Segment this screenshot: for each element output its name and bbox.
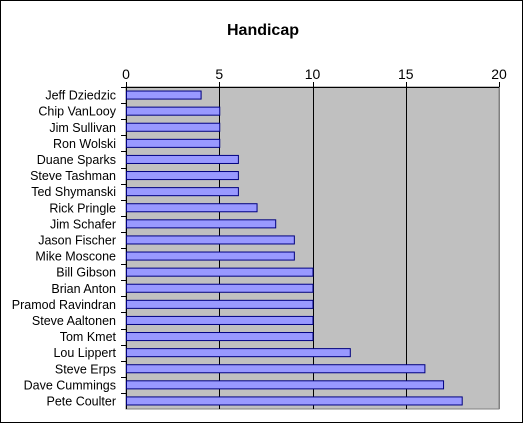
- chart-title: Handicap: [227, 22, 299, 39]
- x-tick-label: 5: [215, 66, 223, 82]
- category-label: Bill Gibson: [56, 266, 116, 280]
- category-label: Tom Kmet: [60, 330, 117, 344]
- category-label: Duane Sparks: [37, 153, 116, 167]
- bar: [126, 106, 221, 116]
- plot-background: [125, 86, 500, 410]
- x-tick-label: 0: [122, 66, 130, 82]
- bar: [126, 122, 221, 132]
- category-label: Jeff Dziedzic: [45, 89, 116, 103]
- category-label: Jim Sullivan: [49, 121, 116, 135]
- plot-area: 0 5 10 15 20 Jeff Dziedzic Chip VanLooy Jim Sul…: [12, 66, 507, 410]
- bar: [126, 138, 221, 148]
- category-label: Ted Shymanski: [31, 185, 116, 199]
- bar: [126, 299, 314, 309]
- x-tick-label: 15: [398, 66, 414, 82]
- bar: [126, 219, 277, 229]
- x-tick-label: 20: [491, 66, 507, 82]
- category-label: Brian Anton: [51, 282, 116, 296]
- bar: [126, 348, 351, 358]
- bar: [126, 171, 239, 181]
- bar: [126, 380, 445, 390]
- category-label: Steve Aaltonen: [32, 314, 116, 328]
- bar: [126, 235, 295, 245]
- category-label: Pramod Ravindran: [12, 298, 116, 312]
- bar: [126, 251, 295, 261]
- category-label: Dave Cummings: [24, 378, 116, 392]
- category-label: Chip VanLooy: [38, 105, 116, 119]
- bar: [126, 154, 239, 164]
- bar: [126, 90, 202, 100]
- category-label: Jim Schafer: [50, 217, 116, 231]
- bar: [126, 187, 239, 197]
- bar: [126, 203, 258, 213]
- bar: [126, 315, 314, 325]
- x-tick-label: 10: [305, 66, 321, 82]
- category-label: Rick Pringle: [49, 201, 116, 215]
- bar: [126, 364, 426, 374]
- bar: [126, 267, 314, 277]
- bar: [126, 332, 314, 342]
- bar: [126, 396, 463, 406]
- category-label: Ron Wolski: [53, 137, 116, 151]
- category-label: Mike Moscone: [35, 250, 116, 264]
- category-label: Steve Tashman: [30, 169, 116, 183]
- category-label: Steve Erps: [55, 362, 116, 376]
- category-label: Pete Coulter: [47, 394, 116, 408]
- category-label: Lou Lippert: [53, 346, 116, 360]
- category-label: Jason Fischer: [38, 233, 116, 247]
- bar: [126, 283, 314, 293]
